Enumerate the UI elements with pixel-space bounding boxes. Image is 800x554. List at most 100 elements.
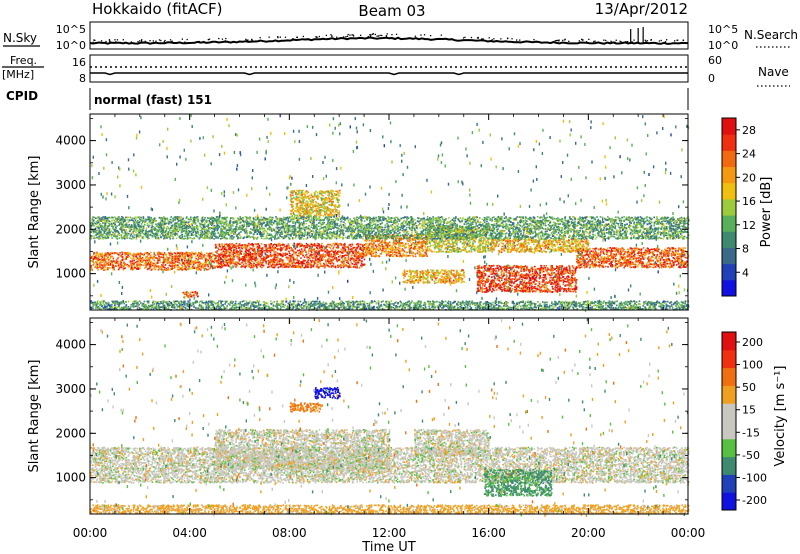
range-gate-cell bbox=[172, 256, 175, 259]
nsearch-dot bbox=[351, 34, 353, 36]
range-gate-cell bbox=[295, 259, 298, 261]
range-gate-cell bbox=[556, 290, 558, 292]
range-gate-cell bbox=[210, 252, 212, 255]
nsearch-dot bbox=[633, 39, 635, 41]
range-gate-cell bbox=[241, 259, 244, 262]
range-gate-cell bbox=[249, 258, 251, 261]
nsearch-dot bbox=[482, 38, 484, 40]
range-gate-cell bbox=[330, 249, 333, 252]
range-gate-cell bbox=[280, 254, 283, 256]
nsearch-dot bbox=[347, 33, 349, 36]
nave-tick-top: 60 bbox=[708, 54, 722, 67]
range-gate-cell bbox=[102, 264, 105, 266]
range-gate-cell bbox=[310, 263, 313, 266]
range-gate-cell bbox=[500, 274, 503, 277]
range-gate-cell bbox=[294, 262, 297, 265]
range-gate-cell bbox=[552, 276, 555, 279]
nsearch-dot bbox=[533, 39, 535, 41]
nsearch-dot bbox=[377, 35, 380, 37]
range-gate-cell bbox=[298, 262, 301, 265]
range-gate-cell bbox=[545, 281, 547, 283]
range-gate-cell bbox=[181, 252, 184, 254]
range-gate-cell bbox=[569, 288, 572, 290]
range-gate-cell bbox=[178, 262, 181, 264]
range-gate-cell bbox=[217, 263, 220, 265]
range-gate-cell bbox=[222, 254, 225, 256]
nsearch-dot bbox=[395, 33, 398, 35]
range-gate-cell bbox=[486, 277, 489, 280]
range-gate-cell bbox=[554, 268, 556, 270]
range-gate-cell bbox=[284, 266, 286, 268]
range-gate-cell bbox=[261, 248, 264, 250]
range-gate-cell bbox=[274, 251, 277, 253]
range-gate-cell bbox=[209, 254, 211, 256]
range-gate-cell bbox=[352, 251, 354, 254]
range-gate-cell bbox=[279, 263, 282, 265]
range-gate-cell bbox=[94, 266, 96, 268]
range-gate-cell bbox=[200, 269, 202, 271]
range-gate-cell bbox=[245, 246, 247, 248]
range-gate-cell bbox=[176, 268, 179, 271]
range-gate-cell bbox=[209, 267, 211, 269]
range-gate-cell bbox=[159, 261, 161, 263]
range-gate-cell bbox=[501, 283, 504, 286]
range-gate-cell bbox=[405, 273, 408, 275]
range-gate-cell bbox=[262, 261, 264, 264]
range-gate-cell bbox=[298, 260, 300, 262]
range-gate-cell bbox=[278, 260, 281, 263]
range-gate-cell bbox=[555, 280, 558, 283]
range-gate-cell bbox=[163, 252, 166, 254]
range-gate-cell bbox=[136, 261, 139, 264]
range-gate-cell bbox=[259, 252, 262, 254]
range-gate-cell bbox=[118, 267, 121, 269]
nsearch-dot bbox=[349, 34, 351, 36]
range-gate-cell bbox=[287, 265, 290, 267]
range-gate-cell bbox=[562, 271, 564, 274]
range-gate-cell bbox=[101, 257, 103, 260]
range-gate-cell bbox=[484, 246, 487, 248]
range-gate-cell bbox=[356, 256, 359, 258]
range-gate-cell bbox=[102, 258, 105, 260]
range-gate-cell bbox=[280, 254, 282, 257]
range-gate-cell bbox=[420, 243, 423, 246]
range-gate-cell bbox=[215, 257, 217, 259]
range-gate-cell bbox=[515, 273, 517, 275]
range-gate-cell bbox=[402, 249, 404, 251]
range-gate-cell bbox=[542, 279, 545, 281]
range-gate-cell bbox=[171, 253, 173, 255]
nsearch-dot bbox=[594, 40, 596, 42]
range-gate-cell bbox=[366, 242, 368, 245]
range-gate-cell bbox=[519, 290, 521, 292]
range-gate-cell bbox=[478, 239, 481, 242]
range-gate-cell bbox=[307, 259, 309, 262]
range-gate-cell bbox=[367, 246, 370, 249]
range-gate-cell bbox=[517, 289, 520, 292]
range-gate-cell bbox=[315, 254, 318, 257]
nsearch-dot bbox=[556, 39, 558, 42]
range-gate-cell bbox=[477, 284, 479, 287]
range-gate-cell bbox=[386, 254, 388, 256]
range-gate-cell bbox=[186, 254, 189, 256]
range-gate-cell bbox=[226, 262, 229, 264]
nsearch-dot bbox=[511, 38, 513, 40]
range-gate-cell bbox=[249, 255, 251, 257]
range-gate-cell bbox=[268, 260, 271, 262]
range-gate-cell bbox=[319, 258, 321, 261]
range-gate-cell bbox=[508, 270, 510, 272]
range-gate-cell bbox=[456, 248, 458, 251]
range-gate-cell bbox=[299, 245, 301, 248]
range-gate-cell bbox=[524, 277, 527, 280]
range-gate-cell bbox=[478, 281, 480, 283]
range-gate-cell bbox=[150, 251, 152, 254]
range-gate-cell bbox=[334, 249, 337, 252]
nsearch-dot bbox=[318, 35, 320, 38]
range-gate-cell bbox=[398, 252, 400, 255]
range-gate-cell bbox=[451, 238, 454, 241]
range-gate-cell bbox=[336, 260, 338, 262]
range-gate-cell bbox=[220, 261, 222, 264]
nsearch-dot bbox=[325, 34, 327, 37]
range-gate-cell bbox=[328, 258, 330, 261]
range-gate-cell bbox=[406, 251, 409, 254]
range-gate-cell bbox=[525, 282, 528, 284]
range-gate-cell bbox=[392, 244, 395, 246]
